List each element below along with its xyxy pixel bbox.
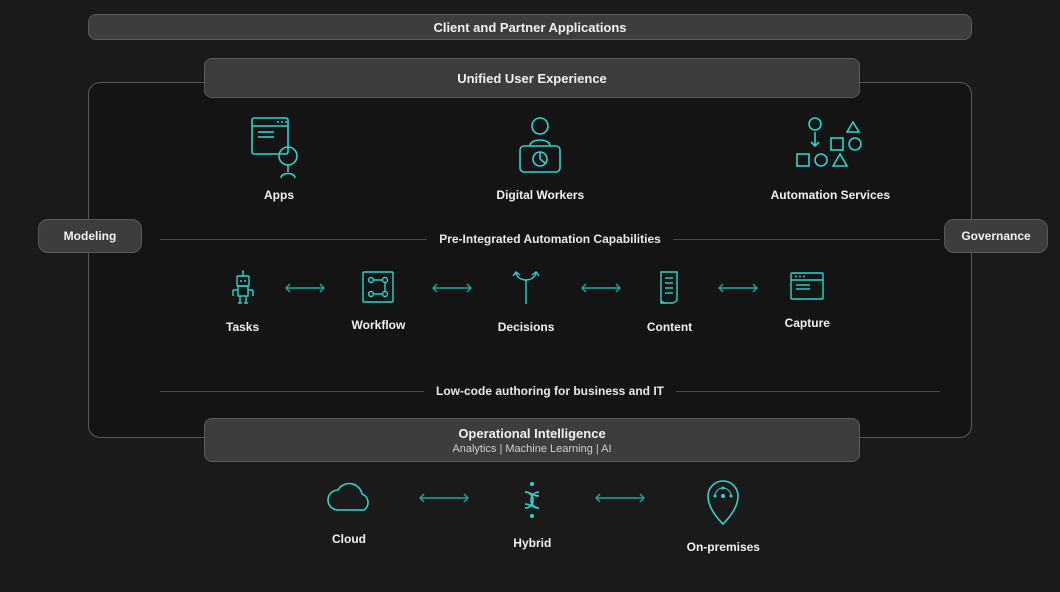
item-workflow: Workflow — [352, 270, 406, 332]
hybrid-icon — [510, 478, 554, 522]
band-opint-sub: Analytics | Machine Learning | AI — [452, 443, 611, 455]
band-uue: Unified User Experience — [204, 58, 860, 98]
item-capture: Capture — [785, 270, 830, 330]
bi-arrow-icon — [416, 478, 472, 518]
content-icon — [655, 270, 685, 306]
side-modeling: Modeling — [38, 219, 142, 253]
apps-icon — [248, 114, 310, 178]
item-digital-workers: Digital Workers — [496, 114, 584, 202]
item-apps-label: Apps — [264, 188, 294, 202]
divider-lowcode: Low-code authoring for business and IT — [160, 384, 940, 398]
item-onprem-label: On-premises — [687, 540, 760, 554]
item-decisions: Decisions — [498, 270, 555, 334]
item-cloud-label: Cloud — [332, 532, 366, 546]
item-content-label: Content — [647, 320, 692, 334]
item-decisions-label: Decisions — [498, 320, 555, 334]
item-digital-workers-label: Digital Workers — [496, 188, 584, 202]
side-left-label: Modeling — [64, 229, 117, 243]
bi-arrow-icon — [592, 478, 648, 518]
item-cloud: Cloud — [320, 478, 378, 546]
bi-arrow-icon — [578, 272, 624, 304]
divider-preintegrated: Pre-Integrated Automation Capabilities — [160, 232, 940, 246]
band-client-partner: Client and Partner Applications — [88, 14, 972, 40]
row-top-applications: Apps Digital Workers — [248, 114, 890, 202]
divider-line — [160, 391, 424, 392]
band-uue-label: Unified User Experience — [457, 71, 607, 86]
item-automation-services-label: Automation Services — [771, 188, 890, 202]
item-apps: Apps — [248, 114, 310, 202]
robot-icon — [227, 270, 259, 306]
capture-icon — [788, 270, 826, 302]
band-opint: Operational Intelligence Analytics | Mac… — [204, 418, 860, 462]
item-onprem: On-premises — [687, 478, 760, 554]
item-tasks-label: Tasks — [226, 320, 259, 334]
divider-line — [673, 239, 940, 240]
cloud-icon — [320, 478, 378, 518]
onprem-icon — [703, 478, 743, 526]
bi-arrow-icon — [429, 272, 475, 304]
automation-services-icon — [791, 114, 869, 178]
side-governance: Governance — [944, 219, 1048, 253]
divider-preint-label: Pre-Integrated Automation Capabilities — [439, 232, 661, 246]
decisions-icon — [511, 270, 541, 306]
divider-lowcode-label: Low-code authoring for business and IT — [436, 384, 664, 398]
item-workflow-label: Workflow — [352, 318, 406, 332]
item-capture-label: Capture — [785, 316, 830, 330]
row-deployment: Cloud Hybrid — [320, 478, 760, 554]
bi-arrow-icon — [282, 272, 328, 304]
item-automation-services: Automation Services — [771, 114, 890, 202]
workflow-icon — [361, 270, 395, 304]
bi-arrow-icon — [715, 272, 761, 304]
item-hybrid: Hybrid — [510, 478, 554, 550]
band-top-label: Client and Partner Applications — [433, 20, 626, 35]
divider-line — [160, 239, 427, 240]
divider-line — [676, 391, 940, 392]
side-right-label: Governance — [961, 229, 1030, 243]
band-opint-label: Operational Intelligence — [458, 426, 605, 441]
item-hybrid-label: Hybrid — [513, 536, 551, 550]
row-capabilities: Tasks Workflow — [226, 270, 830, 334]
item-tasks: Tasks — [226, 270, 259, 334]
item-content: Content — [647, 270, 692, 334]
digital-workers-icon — [508, 114, 572, 178]
